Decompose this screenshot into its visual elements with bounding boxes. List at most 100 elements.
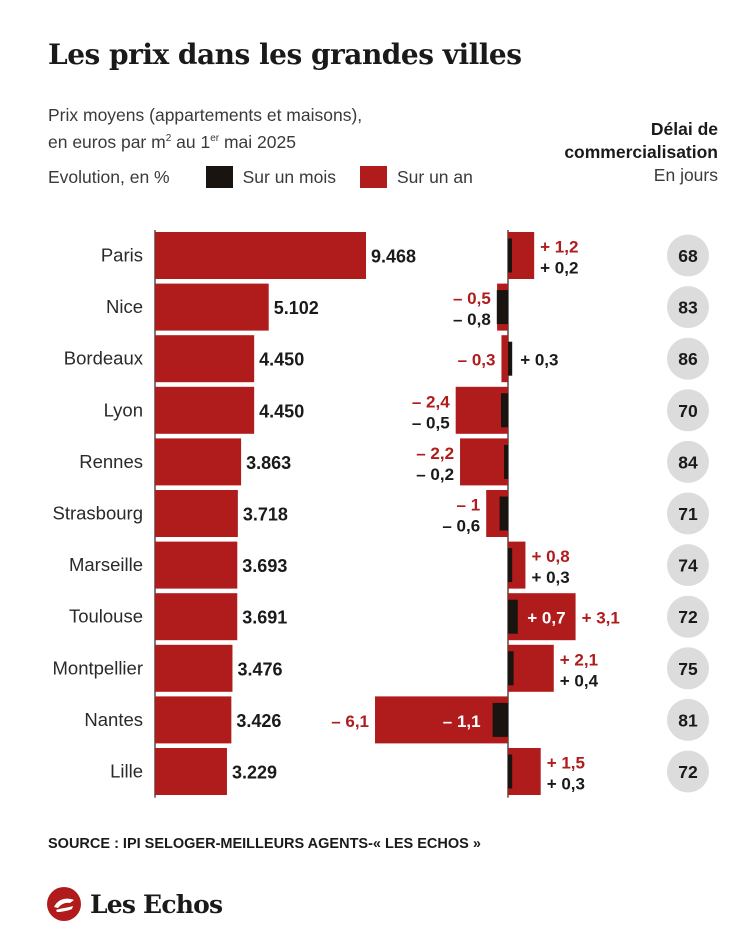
- month-value-label: – 0,6: [442, 517, 480, 536]
- brand-name: Les Echos: [90, 889, 223, 919]
- year-evolution-bar: [508, 748, 541, 795]
- delay-value-label: 71: [678, 504, 698, 524]
- delay-badge: [667, 492, 709, 535]
- delay-header: Délai de commercialisation En jours: [564, 118, 718, 187]
- year-value-label: + 2,1: [560, 650, 598, 669]
- month-evolution-bar: [492, 702, 508, 737]
- city-label: Toulouse: [69, 606, 143, 627]
- price-value-label: 4.450: [259, 401, 304, 421]
- delay-badge: [667, 698, 709, 741]
- year-value-label: – 2,2: [416, 444, 454, 463]
- delay-badge: [667, 440, 709, 483]
- price-value-label: 3.476: [237, 659, 282, 679]
- year-value-label: – 1: [457, 496, 481, 515]
- brand-logo: Les Echos: [46, 886, 223, 922]
- chart-subtitle: Prix moyens (appartements et maisons), e…: [48, 104, 362, 154]
- delay-badge: [667, 337, 709, 380]
- price-bar: [155, 232, 366, 279]
- legend: Evolution, en % Sur un mois Sur un an: [48, 166, 473, 188]
- year-value-label: – 0,3: [458, 351, 496, 370]
- price-bar: [155, 541, 238, 589]
- year-value-label: + 1,2: [540, 238, 578, 257]
- legend-month-label: Sur un mois: [242, 166, 336, 187]
- year-value-label: – 6,1: [331, 712, 369, 731]
- month-evolution-bar: [501, 393, 508, 428]
- month-evolution-bar: [496, 290, 508, 325]
- delay-value-label: 70: [678, 401, 698, 421]
- price-value-label: 9.468: [371, 247, 416, 267]
- price-value-label: 5.102: [274, 298, 319, 318]
- city-label: Montpellier: [53, 657, 144, 678]
- legend-label: Evolution, en %: [48, 166, 170, 187]
- year-evolution-bar: [508, 593, 576, 641]
- month-value-label: + 0,3: [547, 775, 585, 794]
- city-label: Nice: [106, 296, 143, 317]
- delay-header-line-3: En jours: [653, 165, 718, 185]
- month-value-label: + 0,7: [527, 609, 565, 628]
- delay-badge: [667, 544, 709, 587]
- delay-badge: [667, 286, 709, 329]
- month-value-label: + 0,2: [540, 259, 578, 278]
- year-evolution-bar: [501, 335, 508, 383]
- price-value-label: 3.863: [246, 453, 291, 473]
- year-value-label: + 1,5: [547, 754, 585, 773]
- month-evolution-bar: [508, 651, 514, 686]
- month-value-label: – 0,8: [453, 310, 491, 329]
- month-evolution-bar: [508, 548, 513, 583]
- year-value-label: + 3,1: [582, 609, 620, 628]
- year-value-label: – 0,5: [453, 289, 491, 308]
- price-value-label: 4.450: [259, 350, 304, 370]
- delay-badge: [667, 234, 709, 277]
- price-value-label: 3.691: [242, 608, 287, 628]
- legend-swatch-year: [359, 166, 387, 188]
- chart-title: Les prix dans les grandes villes: [48, 38, 522, 71]
- delay-badge: [667, 750, 709, 793]
- price-value-label: 3.426: [236, 711, 281, 731]
- delay-badge: [667, 595, 709, 638]
- month-evolution-bar: [508, 754, 513, 789]
- delay-value-label: 84: [678, 452, 698, 472]
- price-bar: [155, 386, 255, 434]
- price-value-label: 3.229: [232, 763, 277, 783]
- delay-value-label: 72: [678, 607, 698, 627]
- year-evolution-bar: [460, 438, 508, 486]
- delay-value-label: 68: [678, 246, 698, 266]
- price-bar: [155, 748, 227, 795]
- delay-badge: [667, 647, 709, 690]
- city-label: Lyon: [104, 399, 143, 420]
- month-evolution-bar: [499, 496, 508, 531]
- city-label: Bordeaux: [64, 348, 144, 369]
- delay-value-label: 81: [678, 710, 698, 730]
- year-value-label: – 2,4: [412, 392, 450, 411]
- delay-badge: [667, 389, 709, 432]
- delay-value-label: 83: [678, 298, 698, 318]
- year-evolution-bar: [508, 541, 526, 589]
- city-label: Paris: [101, 245, 143, 266]
- month-evolution-bar: [504, 444, 508, 479]
- city-label: Rennes: [79, 451, 143, 472]
- year-evolution-bar: [508, 232, 535, 279]
- price-bar: [155, 335, 255, 383]
- month-evolution-bar: [508, 341, 513, 376]
- delay-value-label: 75: [678, 659, 698, 679]
- echos-logo-icon: [47, 887, 81, 921]
- delay-header-line-2: commercialisation: [564, 142, 718, 162]
- month-value-label: – 1,1: [443, 712, 481, 731]
- city-label: Lille: [110, 761, 143, 782]
- source-note: SOURCE : IPI SELOGER-MEILLEURS AGENTS-« …: [48, 836, 481, 852]
- month-value-label: – 0,5: [412, 413, 450, 432]
- month-evolution-bar: [508, 599, 518, 634]
- year-evolution-bar: [455, 386, 508, 434]
- delay-header-line-1: Délai de: [650, 119, 718, 139]
- delay-value-label: 72: [678, 762, 698, 782]
- price-bar: [155, 593, 238, 641]
- price-bar: [155, 438, 242, 486]
- price-bar: [155, 283, 269, 331]
- legend-year-label: Sur un an: [396, 166, 473, 187]
- legend-swatch-month: [205, 166, 233, 188]
- price-bar: [155, 490, 238, 537]
- year-evolution-bar: [508, 644, 554, 692]
- price-value-label: 3.718: [243, 505, 288, 525]
- price-bar: [155, 644, 233, 692]
